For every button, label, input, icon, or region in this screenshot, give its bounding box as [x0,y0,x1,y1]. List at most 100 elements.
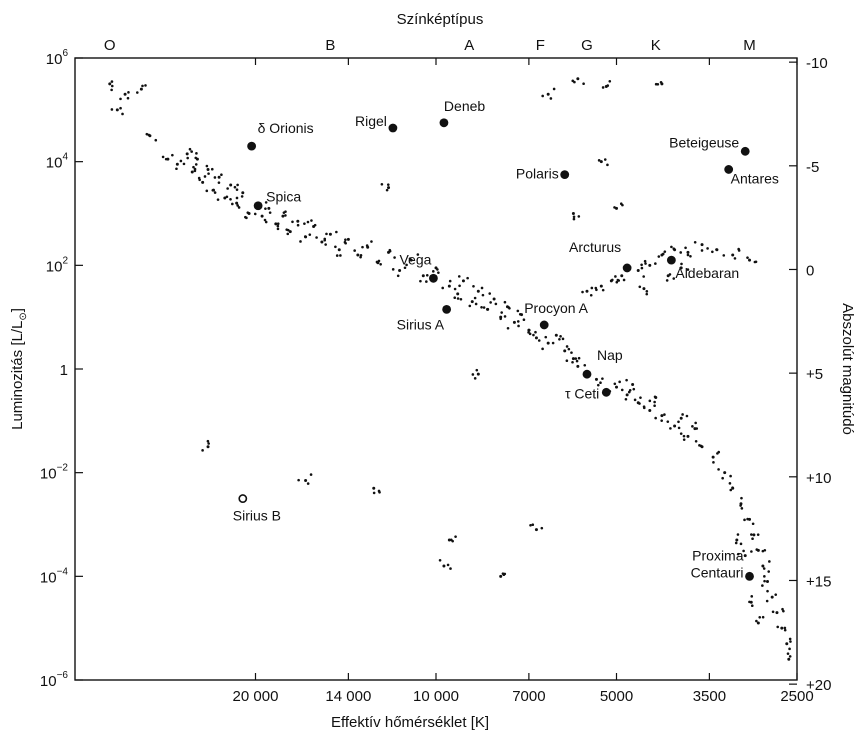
field-star-points [108,77,792,661]
field-star [576,77,580,81]
field-star [201,180,205,184]
y-left-tick-label: 10−4 [40,566,69,586]
field-star [743,518,746,522]
field-star [758,615,762,619]
field-star [353,249,356,252]
field-star [581,290,584,294]
field-star [638,402,641,405]
field-star [220,173,223,177]
field-star [186,156,189,160]
field-star [267,206,271,210]
field-star [398,269,402,273]
field-star [372,486,376,490]
field-star [492,297,496,301]
field-star [554,333,558,337]
star-label-spica: Spica [266,189,301,205]
star-point-sirius-a [442,304,452,314]
field-star [274,222,278,226]
field-star [765,599,769,603]
field-star [453,296,457,300]
field-star [534,528,538,532]
star-point-arcturus [622,263,632,273]
field-star [788,637,792,641]
field-star [782,609,785,613]
field-star [517,324,520,328]
field-star [344,241,347,245]
field-star [686,253,690,257]
star-label-vega: Vega [399,251,431,267]
field-star [303,222,306,225]
field-star [438,558,442,562]
star-label-sirius-b: Sirius B [233,508,281,524]
field-star [246,211,250,214]
field-star [313,223,317,227]
field-star [161,155,165,159]
field-star [182,162,186,166]
field-star [729,474,732,478]
field-star [608,79,612,83]
field-star [127,91,130,94]
field-star [541,347,544,351]
field-star [516,320,520,323]
field-star [716,452,719,455]
field-star [748,258,752,262]
field-star [315,236,318,239]
field-star [689,255,692,258]
field-star [766,589,769,593]
star-label-nap: Nap [597,347,623,363]
field-star [472,284,475,288]
field-star [663,413,666,416]
field-star [575,359,579,363]
field-star [408,257,412,260]
star-label-procyon-a: Procyon A [524,300,588,316]
field-star [236,183,239,187]
field-star [475,368,479,372]
field-star [115,108,119,112]
field-star [425,280,428,283]
field-star [756,533,760,536]
field-star [385,188,389,192]
field-star [217,181,221,184]
field-star [288,230,292,234]
field-star [751,537,754,541]
field-star [499,317,502,321]
field-star [500,311,503,314]
field-star [571,360,574,364]
field-star [540,526,544,530]
field-star [291,220,294,224]
spectral-class-M: M [743,37,756,54]
field-star [768,560,771,563]
field-star [728,482,732,485]
field-star [573,80,576,84]
x-tick-label: 7000 [512,688,545,705]
star-point-polaris [560,170,570,180]
field-star [648,399,652,403]
field-star [603,158,607,161]
y-left-tick-label: 1 [60,362,68,379]
field-star [286,232,290,236]
field-star [700,249,704,252]
field-star [648,408,652,412]
field-star [141,84,144,88]
star-point-beteigeuse [740,146,750,156]
field-star [615,385,618,389]
star-point-orionis [247,141,257,151]
star-point-vega [429,273,438,283]
field-star [119,106,122,110]
field-star [606,84,610,87]
field-star [717,468,720,471]
field-star [175,162,179,166]
field-star [618,380,621,384]
field-star [175,167,178,171]
field-star [686,268,690,271]
field-star [746,256,749,259]
spectral-class-O: O [104,37,116,54]
field-star [559,335,562,338]
field-star [405,263,408,267]
field-star [206,167,210,171]
field-star [684,246,687,250]
field-star [695,427,699,430]
field-star [299,240,302,243]
star-label-arcturus: Arcturus [569,239,621,255]
y-right-tick-label: +5 [806,366,823,383]
